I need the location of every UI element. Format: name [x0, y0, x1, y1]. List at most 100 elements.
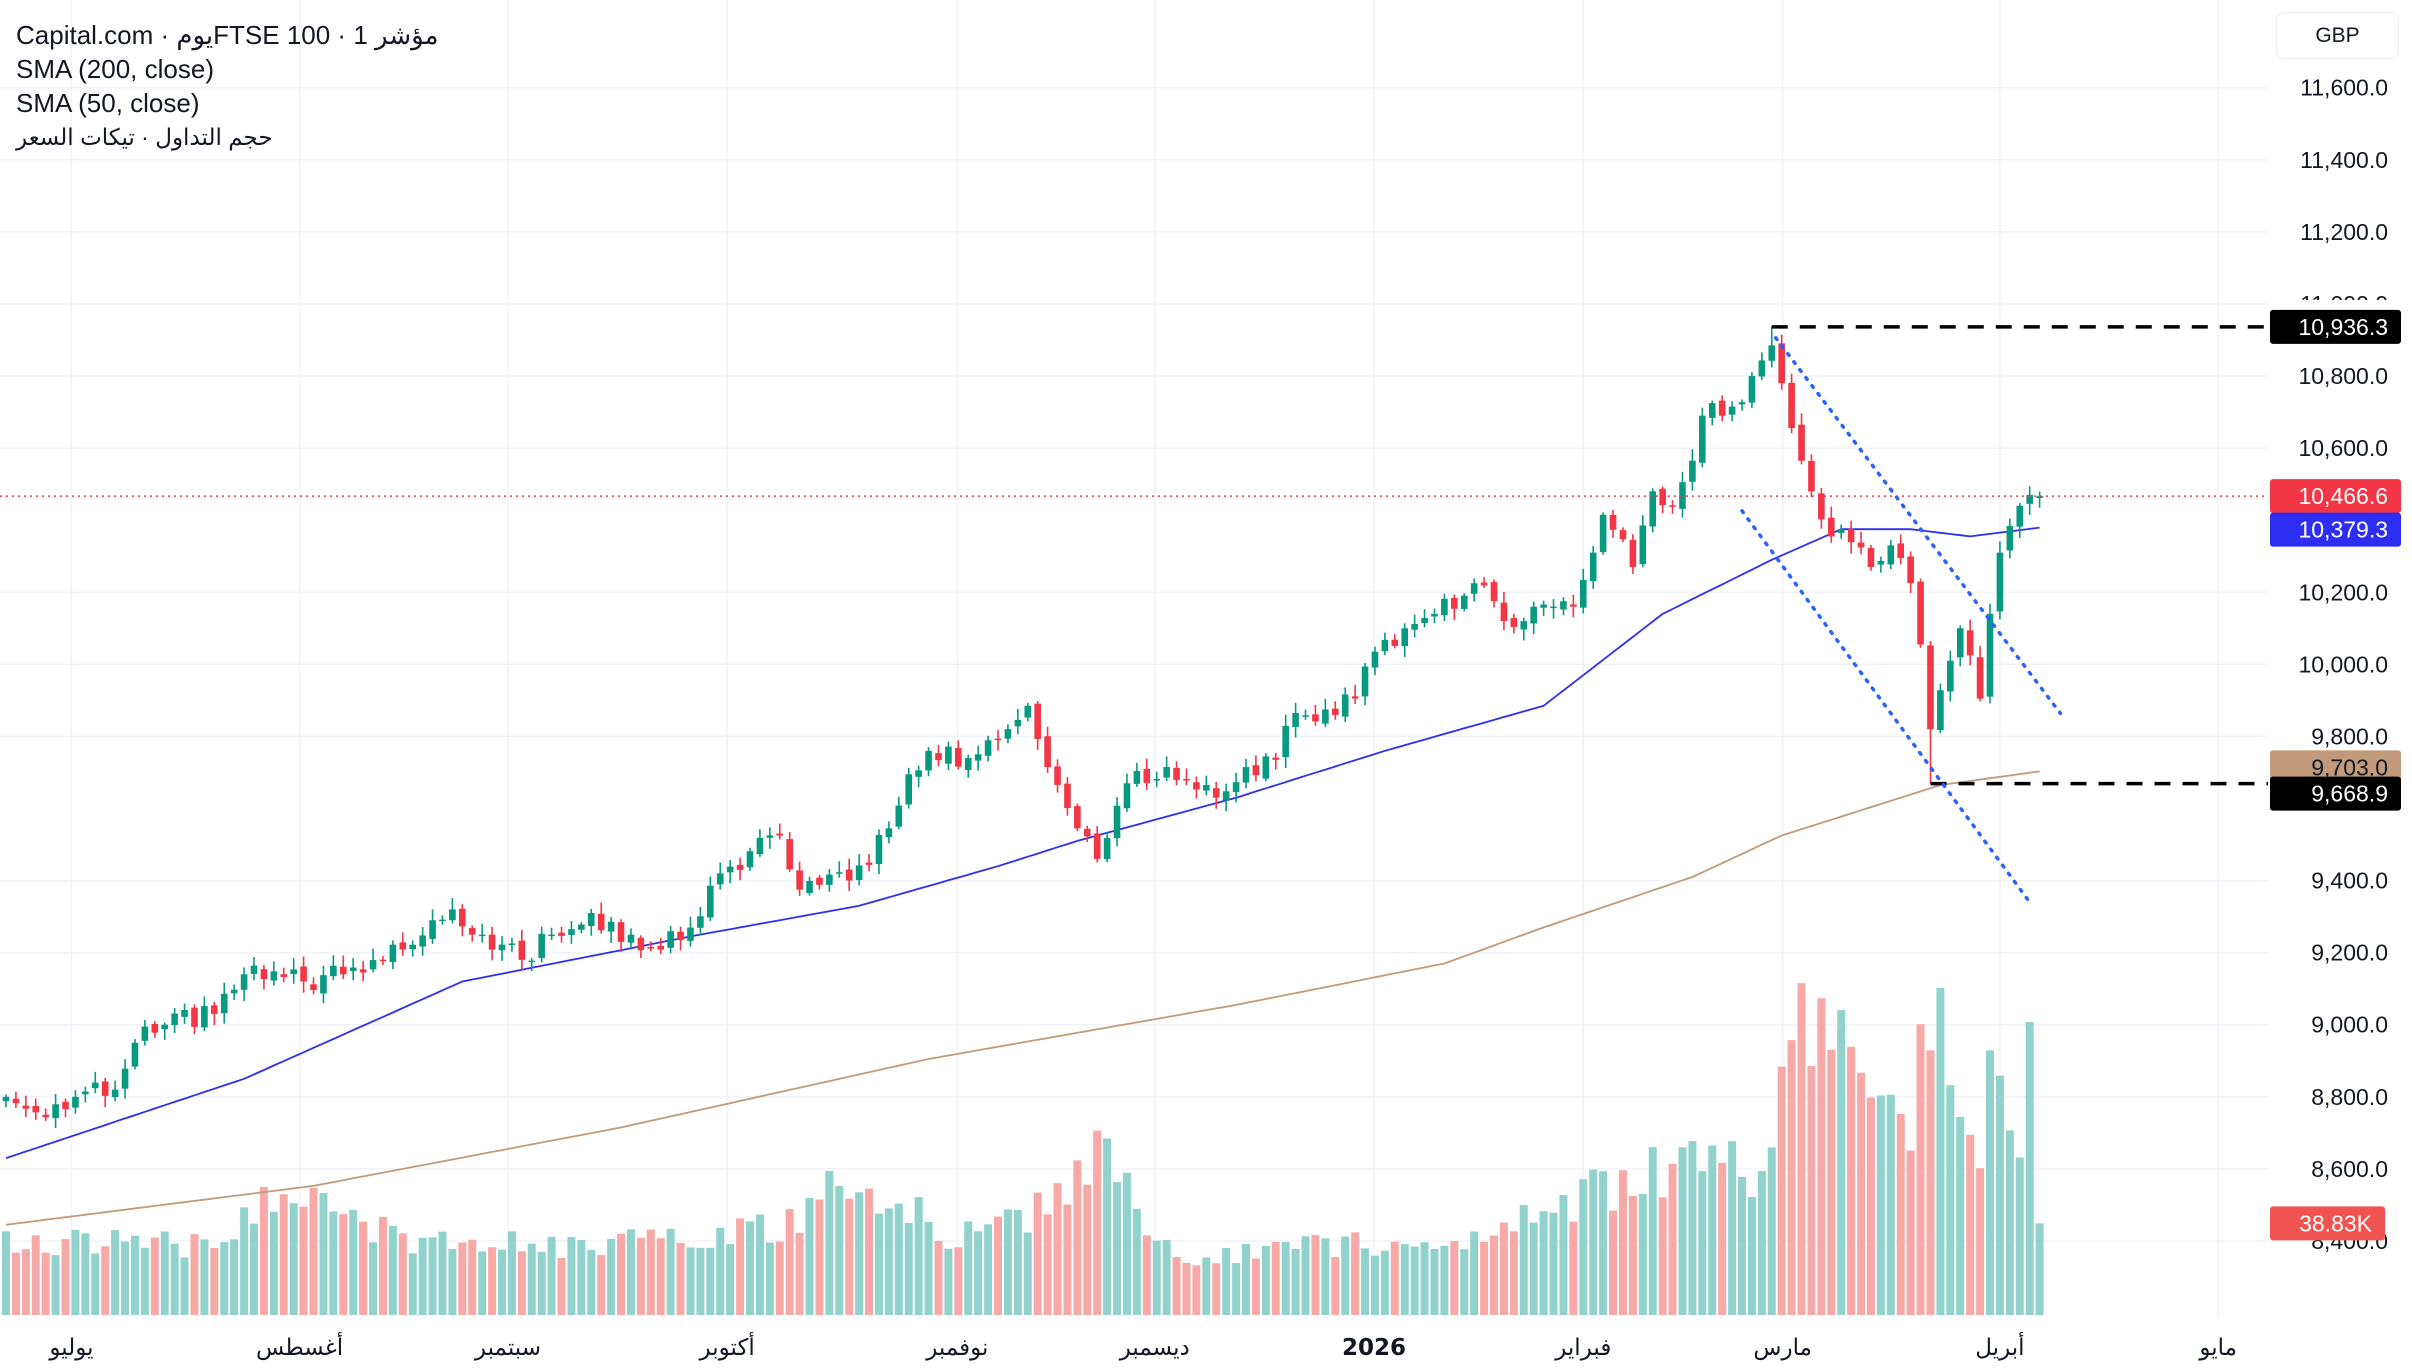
candle-body: [1143, 768, 1151, 783]
candle-body: [607, 921, 615, 932]
volume-bar: [1003, 1209, 1012, 1315]
candle-body: [230, 989, 238, 994]
candle: [1689, 449, 1696, 491]
candle: [2036, 491, 2043, 508]
volume-bar: [319, 1193, 328, 1315]
volume-legend[interactable]: حجم التداول · تيكات السعر: [16, 124, 273, 150]
volume-bar: [1658, 1197, 1667, 1315]
candle-body: [1897, 543, 1905, 558]
candle: [1629, 534, 1637, 575]
sma50-line: [5, 526, 2040, 1159]
candle: [518, 929, 526, 970]
candle: [1748, 372, 1756, 409]
volume-bar: [1837, 1010, 1846, 1315]
candle-body: [498, 944, 506, 951]
candle-body: [1649, 491, 1657, 527]
sma50-tag-bg: [2270, 512, 2401, 547]
volume-bar: [1708, 1145, 1717, 1315]
candle-body: [865, 862, 873, 865]
volume-bar: [1569, 1221, 1578, 1315]
candle-body: [835, 872, 843, 874]
volume-bar: [1886, 1094, 1895, 1315]
candle-body: [1867, 548, 1875, 568]
candle: [1103, 832, 1111, 863]
volume-bar: [1281, 1242, 1290, 1315]
candle-body: [468, 928, 476, 935]
candle-body: [1907, 556, 1914, 584]
candle-body: [617, 922, 625, 942]
candle: [1659, 486, 1666, 514]
candle-body: [806, 881, 813, 894]
candle: [111, 1080, 119, 1102]
candle-body: [399, 942, 407, 950]
volume-bar: [1361, 1248, 1370, 1315]
volume-bar: [1222, 1248, 1231, 1315]
candle: [2, 1094, 10, 1108]
volume-bar: [736, 1218, 745, 1315]
candle-body: [1351, 696, 1359, 699]
candle: [1570, 594, 1577, 618]
volume-bar: [1331, 1256, 1340, 1315]
candle-body: [488, 934, 496, 950]
candle: [1212, 781, 1220, 809]
candle-body: [1331, 708, 1339, 715]
volume-bar: [755, 1214, 764, 1315]
candle: [1619, 527, 1627, 543]
candle-body: [1173, 767, 1180, 780]
candle-body: [558, 932, 565, 936]
candle: [935, 745, 942, 767]
candle-body: [1193, 782, 1200, 790]
candle: [1411, 614, 1418, 638]
volume-bar: [994, 1216, 1002, 1315]
candle: [1847, 520, 1855, 554]
candle: [1222, 783, 1230, 812]
candle: [240, 967, 248, 1002]
candle-body: [1441, 598, 1448, 616]
sma200-legend[interactable]: SMA (200, close): [16, 54, 214, 84]
volume-bar: [259, 1186, 268, 1315]
sma50-legend[interactable]: SMA (50, close): [16, 88, 200, 118]
candle-body: [984, 740, 992, 756]
candle-body: [885, 828, 893, 838]
volume-bar: [190, 1234, 199, 1315]
candle-body: [131, 1042, 139, 1067]
candle-body: [1599, 514, 1607, 552]
candle-body: [1818, 493, 1825, 520]
candle: [131, 1039, 139, 1070]
volume-bar: [746, 1221, 754, 1315]
candle-body: [161, 1024, 169, 1030]
volume-bar: [1013, 1209, 1022, 1315]
time-axis[interactable]: يوليو أغسطس سبتمبر أكتوبر نوفمبر ديسمبر 2026 فب…: [48, 1332, 2237, 1361]
sma200-line: [5, 770, 2040, 1226]
candle: [1252, 755, 1260, 782]
candle-body: [1282, 725, 1289, 758]
candle: [91, 1071, 99, 1094]
volume-bar: [329, 1211, 338, 1315]
candle-body: [1887, 545, 1895, 565]
candle-body: [548, 934, 555, 937]
candle: [1113, 797, 1121, 847]
volume-tag-bg: [2270, 1206, 2385, 1241]
time-tick-label: مارس: [1753, 1335, 1812, 1361]
candle-body: [1133, 771, 1141, 784]
candle: [230, 984, 238, 1000]
candle-body: [637, 937, 645, 951]
symbol-title[interactable]: Capital.com · يومFTSE 100 · 1 مؤشر: [16, 20, 439, 50]
candle: [1808, 454, 1815, 498]
volume-bar: [1797, 983, 1806, 1315]
candle-body: [697, 916, 704, 928]
candle-body: [657, 945, 665, 950]
volume-bar: [1242, 1244, 1250, 1315]
candle: [915, 765, 922, 788]
volume-bar: [1966, 1134, 1975, 1315]
currency-button[interactable]: GBP: [2276, 12, 2399, 59]
candle-body: [597, 913, 605, 931]
time-tick-label: سبتمبر: [474, 1335, 541, 1361]
time-tick-label: مايو: [2198, 1335, 2237, 1361]
price-axis[interactable]: 11,600.011,400.011,200.011,000.010,800.0…: [2298, 75, 2388, 1254]
candle: [1401, 623, 1409, 657]
candle: [756, 829, 764, 857]
price-tick-label: 11,400.0: [2300, 147, 2388, 173]
volume-bar: [220, 1242, 229, 1315]
